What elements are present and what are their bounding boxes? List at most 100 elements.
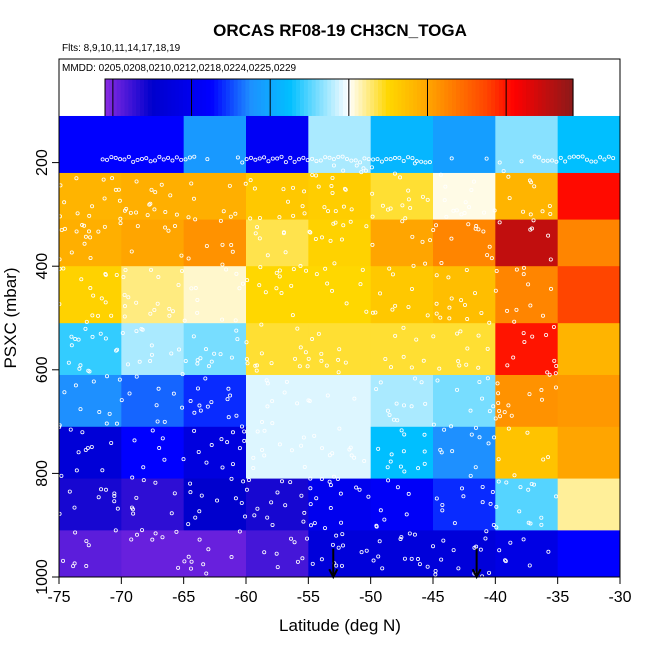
track-point: [493, 288, 498, 293]
track-point: [571, 154, 576, 159]
colorbar-segment: [120, 79, 126, 119]
track-point: [415, 557, 420, 562]
track-point: [114, 348, 119, 353]
heatmap-cell: [246, 426, 309, 480]
track-point: [476, 365, 481, 370]
colorbar-segment: [140, 79, 145, 119]
track-point: [465, 346, 470, 351]
colorbar-segment: [420, 79, 426, 119]
heatmap-cell: [246, 478, 309, 531]
colorbar-segment: [144, 79, 149, 119]
track-point: [323, 526, 328, 531]
track-point: [496, 479, 501, 484]
track-point: [450, 449, 455, 454]
track-point: [224, 267, 229, 272]
track-point: [74, 176, 79, 181]
track-point: [295, 559, 300, 564]
track-point: [103, 336, 108, 341]
track-point: [131, 159, 136, 164]
track-point: [251, 466, 256, 471]
track-point: [243, 181, 248, 186]
track-point: [497, 548, 502, 553]
track-point: [521, 331, 526, 336]
track-point: [134, 179, 139, 184]
track-point: [204, 347, 209, 352]
track-point: [228, 393, 233, 398]
track-point: [197, 403, 202, 408]
heatmap-cell: [59, 172, 122, 221]
heatmap-cell: [246, 219, 309, 267]
track-point: [277, 442, 282, 447]
y-tick-label: 400: [34, 253, 51, 280]
track-point: [532, 154, 537, 159]
track-point: [439, 261, 444, 266]
track-point: [226, 415, 231, 420]
track-point: [277, 274, 282, 279]
colorbar-segment: [409, 79, 414, 119]
track-point: [473, 425, 478, 430]
track-point: [229, 476, 234, 481]
track-point: [521, 209, 526, 214]
track-point: [466, 222, 471, 227]
track-point: [527, 563, 532, 568]
track-point: [239, 501, 244, 506]
track-point: [167, 306, 172, 311]
track-point: [527, 178, 532, 183]
heatmap-cell: [183, 478, 247, 531]
track-point: [122, 157, 127, 162]
track-point: [196, 450, 201, 455]
colorbar-segment: [541, 79, 547, 119]
track-point: [234, 413, 239, 418]
track-point: [469, 432, 474, 437]
track-point: [377, 539, 382, 544]
track-point: [306, 398, 311, 403]
heatmap-cell: [59, 530, 122, 578]
heatmap-cell: [557, 266, 621, 324]
track-point: [150, 537, 155, 542]
track-point: [305, 158, 310, 163]
track-point: [86, 229, 91, 234]
track-point: [484, 529, 489, 534]
track-point: [61, 266, 66, 271]
track-point: [141, 465, 146, 470]
track-point: [378, 508, 383, 513]
track-point: [163, 225, 168, 230]
track-point: [427, 160, 432, 165]
colorbar-segment: [522, 79, 527, 119]
track-point: [308, 523, 313, 528]
heatmap-cell: [59, 426, 122, 480]
track-point: [192, 428, 197, 433]
track-point: [230, 430, 235, 435]
track-point: [468, 473, 473, 478]
colorbar-segment: [350, 79, 356, 119]
track-point: [442, 198, 447, 203]
track-point: [401, 449, 406, 454]
track-point: [457, 363, 462, 368]
track-point: [137, 359, 142, 364]
track-point: [209, 443, 214, 448]
track-point: [198, 356, 203, 361]
track-point: [531, 218, 536, 223]
track-point: [227, 183, 232, 188]
track-point: [134, 210, 139, 215]
track-point: [239, 424, 244, 429]
track-point: [406, 197, 411, 202]
track-point: [421, 358, 426, 363]
track-point: [348, 219, 353, 224]
track-point: [343, 187, 348, 192]
colorbar-segment: [323, 79, 328, 119]
track-point: [357, 487, 362, 492]
colorbar-segment: [253, 79, 258, 119]
track-point: [212, 351, 217, 356]
track-point: [263, 290, 268, 295]
track-point: [508, 540, 513, 545]
track-point: [240, 281, 245, 286]
track-point: [160, 535, 165, 540]
track-point: [188, 399, 193, 404]
track-point: [174, 212, 179, 217]
track-point: [370, 242, 375, 247]
track-point: [318, 158, 323, 163]
track-point: [62, 390, 67, 395]
track-point: [188, 490, 193, 495]
track-point: [364, 309, 369, 314]
